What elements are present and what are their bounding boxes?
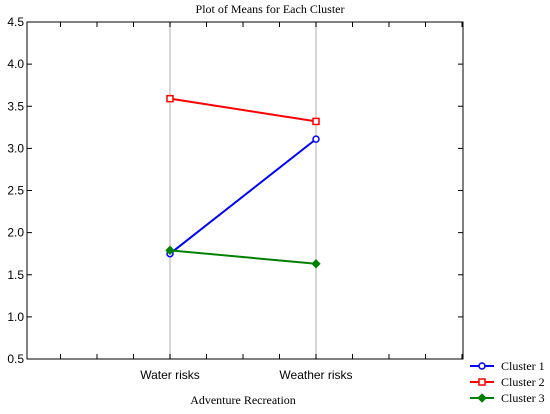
series-3 xyxy=(165,245,321,269)
y-tick-label: 4.5 xyxy=(7,15,24,29)
chart-title: Plot of Means for Each Cluster xyxy=(196,2,345,16)
series-1 xyxy=(166,135,320,258)
legend-item-3: Cluster 3 xyxy=(470,391,545,405)
y-tick-label: 1.5 xyxy=(7,268,24,282)
x-axis-label: Adventure Recreation xyxy=(190,393,296,407)
y-tick-label: 2.0 xyxy=(7,226,24,240)
legend-item-1: Cluster 1 xyxy=(470,359,545,373)
legend-label: Cluster 1 xyxy=(501,359,545,373)
data-point-1-2 xyxy=(312,135,320,143)
series-line-1 xyxy=(169,138,317,255)
y-tick-label: 0.5 xyxy=(7,352,24,366)
x-axis: Water risks Weather risks xyxy=(60,22,463,382)
legend-label: Cluster 2 xyxy=(501,375,545,389)
y-tick-label: 2.5 xyxy=(7,184,24,198)
y-axis: 0.5 1.0 1.5 2.0 2.5 3.0 3.5 4.0 4.5 xyxy=(7,15,463,366)
y-tick-label: 3.5 xyxy=(7,99,24,113)
x-tick-label: Weather risks xyxy=(279,368,352,382)
series-2 xyxy=(166,94,320,126)
y-tick-label: 4.0 xyxy=(7,57,24,71)
plot-frame xyxy=(26,21,464,360)
y-tick-label: 3.0 xyxy=(7,141,24,155)
legend-label: Cluster 3 xyxy=(501,391,545,405)
legend: Cluster 1 Cluster 2 Cluster 3 xyxy=(470,359,545,405)
grid-layer xyxy=(169,22,317,359)
data-point-2-1 xyxy=(166,94,174,103)
legend-swatch-marker xyxy=(478,362,486,370)
legend-swatch-marker xyxy=(478,378,486,386)
series-line-2 xyxy=(169,97,317,123)
data-point-3-1 xyxy=(165,245,175,256)
series-layer xyxy=(165,94,321,269)
legend-item-2: Cluster 2 xyxy=(470,375,545,389)
legend-swatch-marker xyxy=(477,393,487,403)
data-point-2-2 xyxy=(312,117,320,126)
series-line-3 xyxy=(169,249,317,265)
x-tick-label: Water risks xyxy=(140,368,200,382)
y-tick-label: 1.0 xyxy=(7,310,24,324)
data-point-3-2 xyxy=(311,259,321,269)
